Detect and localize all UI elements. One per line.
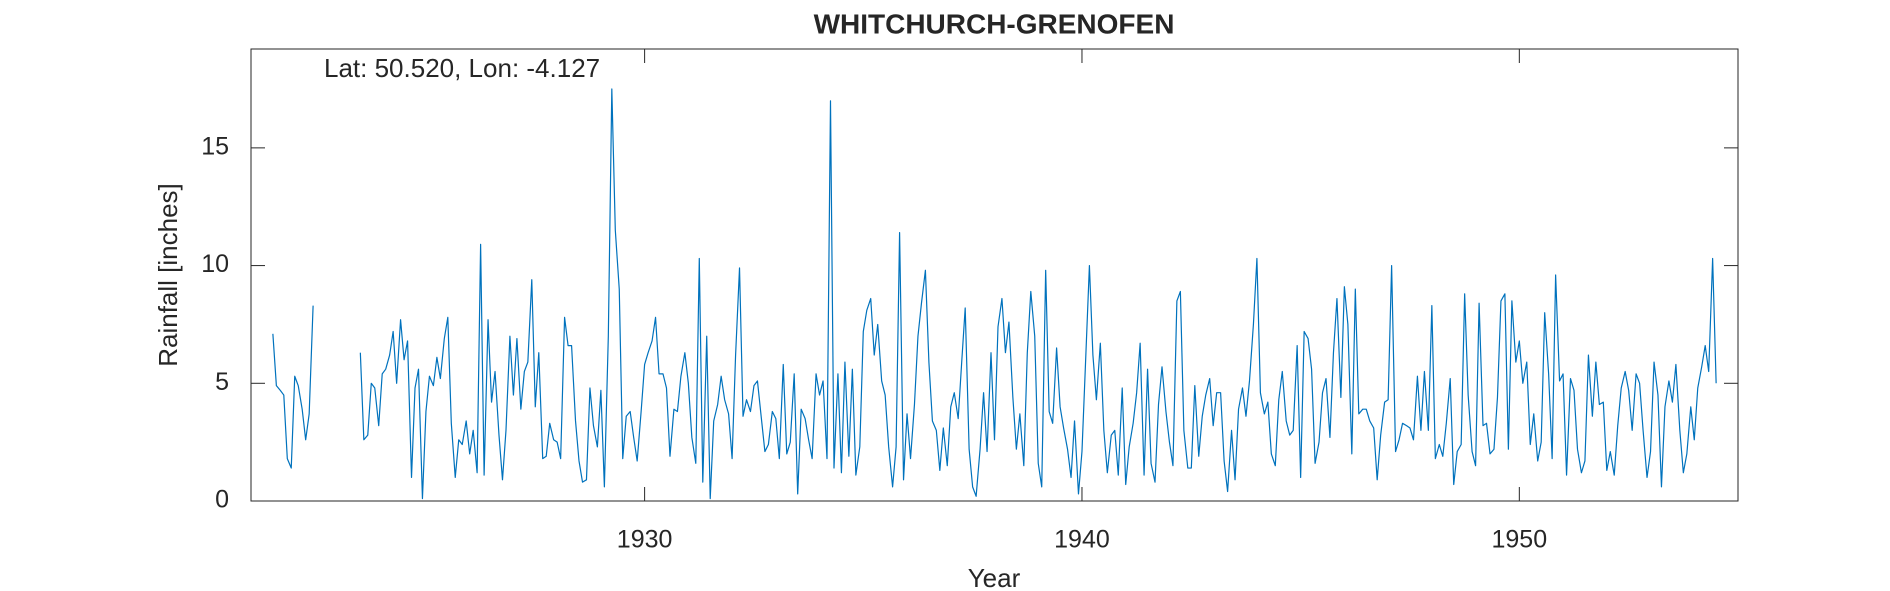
rainfall-line bbox=[359, 88, 1717, 500]
y-tick-label: 5 bbox=[215, 368, 229, 396]
y-tick-label: 10 bbox=[201, 250, 229, 278]
annotation: Lat: 50.520, Lon: -4.127 bbox=[324, 53, 600, 83]
rainfall-line bbox=[272, 305, 314, 469]
y-tick-label: 0 bbox=[215, 486, 229, 514]
axes-box bbox=[250, 48, 1739, 502]
x-tick-label: 1940 bbox=[1054, 526, 1110, 554]
y-tick-label: 15 bbox=[201, 132, 229, 160]
x-tick-label: 1950 bbox=[1492, 526, 1548, 554]
y-axis-label: Rainfall [inches] bbox=[153, 183, 183, 367]
chart-title: WHITCHURCH-GRENOFEN bbox=[814, 8, 1175, 39]
x-tick-label: 1930 bbox=[617, 526, 673, 554]
x-axis-label: Year bbox=[968, 563, 1021, 591]
